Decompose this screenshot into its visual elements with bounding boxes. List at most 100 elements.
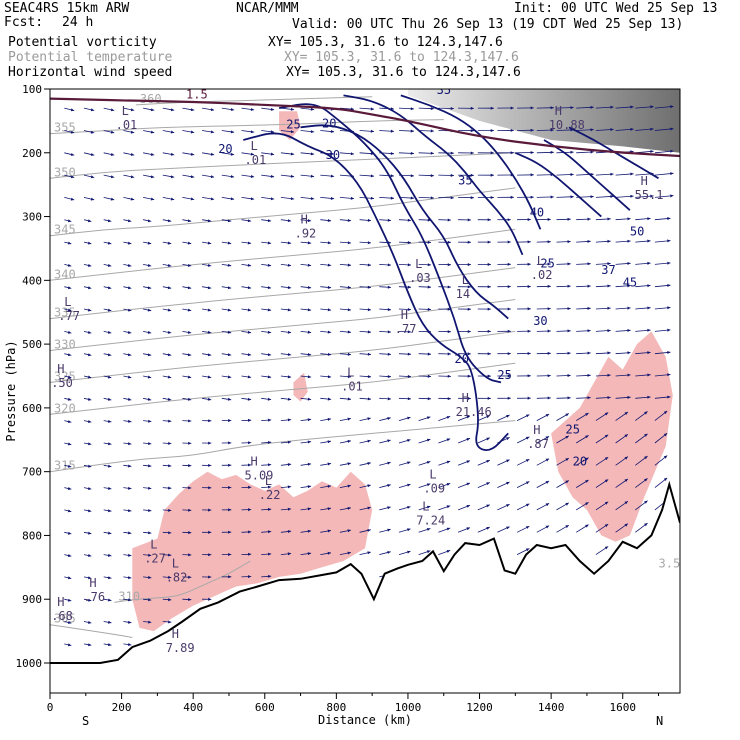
wind-arrowhead-435 (447, 240, 451, 244)
wind-arrowhead-30 (87, 219, 92, 223)
wind-arrowhead-138 (168, 419, 172, 423)
theta-contour-335 (50, 267, 516, 320)
wind-arrowhead-431 (450, 151, 454, 155)
wind-arrowhead-175 (210, 197, 215, 201)
wind-arrowhead-20 (67, 554, 72, 557)
wind-arrowhead-135 (167, 353, 172, 357)
wind-arrowhead-529 (525, 526, 530, 529)
wind-arrowhead-640 (647, 284, 651, 288)
wind-arrowhead-633 (650, 127, 654, 131)
model-title: SEAC4RS 15km ARW (4, 1, 130, 16)
wind-arrowhead-273 (287, 397, 292, 401)
wind-arrowhead-195 (230, 130, 235, 134)
terrain-line (50, 480, 680, 664)
wind-arrowhead-226 (247, 330, 252, 334)
wind-arrowhead-288 (307, 263, 312, 267)
wind-arrowhead-262 (290, 152, 295, 156)
extremum-value-17: .82 (166, 571, 188, 585)
wind-arrowhead-98 (128, 620, 132, 624)
wind-arrowhead-242 (270, 197, 275, 201)
wind-arrowhead-525 (525, 436, 530, 440)
wind-arrowhead-297 (307, 462, 312, 466)
wind-arrowhead-483 (487, 396, 491, 400)
wind-arrowhead-532 (550, 128, 554, 132)
wind-arrowhead-600 (607, 306, 611, 310)
wind-contour-35 (343, 94, 524, 256)
wind-arrowhead-607 (604, 457, 609, 461)
wind-arrowhead-8 (67, 286, 72, 290)
wind-arrowhead-333 (347, 330, 351, 334)
wind-arrowhead-234 (248, 508, 252, 512)
wind-arrowhead-189 (208, 508, 212, 512)
wind-arrowhead-490 (510, 106, 514, 110)
wind-arrowhead-144 (168, 553, 172, 557)
wind-arrowhead-549 (545, 503, 550, 507)
wind-arrowhead-412 (430, 196, 434, 200)
extremum-marker-9: L (347, 365, 354, 379)
wind-arrowhead-331 (347, 285, 351, 289)
wind-arrowhead-560 (567, 307, 571, 311)
wind-arrowhead-86 (127, 353, 132, 357)
wind-arrowhead-196 (230, 152, 235, 156)
contour-label-0: 1.5 (186, 88, 208, 102)
wind-arrowhead-554 (570, 173, 574, 177)
wind-arrowhead-539 (547, 284, 551, 288)
wind-arrowhead-33 (87, 286, 92, 290)
wind-arrowhead-245 (267, 263, 272, 267)
wind-arrowhead-332 (347, 308, 351, 312)
wind-arrowhead-391 (410, 196, 414, 200)
wind-arrowhead-354 (367, 330, 371, 334)
wind-arrowhead-88 (127, 397, 132, 401)
wind-arrowhead-0 (70, 108, 75, 112)
wind-arrowhead-341 (347, 506, 351, 510)
wind-arrowhead-611 (604, 546, 609, 550)
wind-arrowhead-413 (427, 218, 431, 222)
wind-arrowhead-644 (647, 373, 651, 377)
wind-arrowhead-473 (490, 173, 494, 177)
wind-arrowhead-468 (466, 505, 470, 508)
wind-arrowhead-394 (407, 263, 411, 267)
wind-arrowhead-190 (208, 530, 212, 534)
wind-arrowhead-381 (387, 461, 391, 465)
wind-arrowhead-92 (128, 486, 132, 490)
wind-arrowhead-584 (587, 396, 591, 400)
wind-arrowhead-140 (168, 464, 172, 468)
wind-arrowhead-228 (247, 375, 252, 379)
wind-arrowhead-89 (128, 419, 132, 423)
wind-arrowhead-388 (410, 129, 414, 133)
wind-arrowhead-4 (70, 197, 75, 201)
wind-arrowhead-540 (547, 307, 551, 311)
wind-arrowhead-39 (88, 420, 92, 423)
wind-arrowhead-423 (426, 438, 431, 442)
wind-arrowhead-589 (585, 502, 589, 506)
wind-arrowhead-582 (587, 351, 591, 355)
wind-arrowhead-2 (70, 153, 75, 156)
wind-arrowhead-14 (67, 420, 72, 423)
wind-arrowhead-575 (590, 195, 594, 199)
wind-arrowhead-454 (470, 196, 474, 200)
wind-arrowhead-602 (607, 351, 611, 355)
wind-arrowhead-97 (128, 598, 132, 602)
wind-arrowhead-13 (67, 397, 72, 401)
wind-arrowhead-524 (525, 414, 530, 418)
wind-arrowhead-342 (347, 529, 351, 533)
wind-arrowhead-416 (427, 285, 431, 289)
wind-arrowhead-515 (527, 218, 531, 222)
y-tick-label-400: 400 (22, 274, 42, 287)
wind-arrowhead-497 (507, 262, 511, 266)
contour-label-11: 30 (533, 314, 547, 328)
wind-arrowhead-654 (670, 149, 674, 153)
wind-arrowhead-605 (604, 412, 609, 416)
wind-arrowhead-95 (128, 553, 132, 557)
wind-arrowhead-227 (247, 353, 252, 357)
wind-arrowhead-401 (407, 416, 411, 420)
wind-arrowhead-438 (447, 307, 451, 311)
wind-arrowhead-307 (327, 219, 332, 222)
wind-arrowhead-187 (208, 463, 212, 467)
wind-arrowhead-339 (347, 462, 351, 466)
contour-label-5: 35 (437, 83, 451, 97)
extremum-marker-14: L (429, 467, 436, 481)
wind-arrowhead-378 (387, 397, 391, 401)
wind-arrowhead-465 (466, 438, 470, 441)
wind-arrowhead-492 (510, 151, 514, 155)
